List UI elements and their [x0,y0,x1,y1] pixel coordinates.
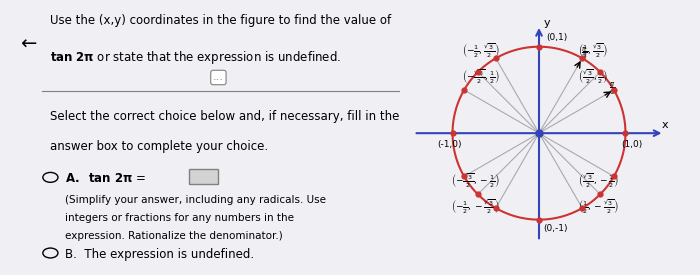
Text: $\mathbf{tan}$ $\mathbf{2\pi}$ or state that the expression is undefined.: $\mathbf{tan}$ $\mathbf{2\pi}$ or state … [50,50,342,67]
FancyBboxPatch shape [189,169,218,184]
Text: $\frac{\pi}{3}$: $\frac{\pi}{3}$ [581,45,587,62]
Text: answer box to complete your choice.: answer box to complete your choice. [50,140,269,153]
Text: expression. Rationalize the denominator.): expression. Rationalize the denominator.… [65,231,283,241]
Text: $\left(\frac{1}{2},-\frac{\sqrt{3}}{2}\right)$: $\left(\frac{1}{2},-\frac{\sqrt{3}}{2}\r… [578,197,619,216]
Text: (1,0): (1,0) [621,140,643,149]
Text: $\left(-\frac{\sqrt{3}}{2},\frac{1}{2}\right)$: $\left(-\frac{\sqrt{3}}{2},\frac{1}{2}\r… [463,68,500,86]
Text: $\left(\frac{1}{2},\frac{\sqrt{3}}{2}\right)$: $\left(\frac{1}{2},\frac{\sqrt{3}}{2}\ri… [578,42,608,60]
Text: $\left(\frac{\sqrt{3}}{2},-\frac{1}{2}\right)$: $\left(\frac{\sqrt{3}}{2},-\frac{1}{2}\r… [578,172,619,190]
Text: (0,-1): (0,-1) [543,224,568,233]
Text: integers or fractions for any numbers in the: integers or fractions for any numbers in… [65,213,294,223]
Text: ...: ... [213,73,224,82]
Text: $\left(-\frac{1}{2},-\frac{\sqrt{3}}{2}\right)$: $\left(-\frac{1}{2},-\frac{\sqrt{3}}{2}\… [452,197,500,216]
Text: $\mathbf{A.}$  $\mathbf{tan\ 2\pi}$ =: $\mathbf{A.}$ $\mathbf{tan\ 2\pi}$ = [65,172,146,185]
Text: $\frac{\pi}{6}$: $\frac{\pi}{6}$ [609,80,616,97]
Text: (-1,0): (-1,0) [437,140,461,149]
Text: Use the (x,y) coordinates in the figure to find the value of: Use the (x,y) coordinates in the figure … [50,14,391,27]
Text: y: y [543,18,550,28]
Text: x: x [662,120,668,130]
Text: (0,1): (0,1) [546,33,567,42]
Text: $\left(\frac{\sqrt{3}}{2},\frac{1}{2}\right)$: $\left(\frac{\sqrt{3}}{2},\frac{1}{2}\ri… [578,68,608,86]
Text: $\left(-\frac{1}{2},\frac{\sqrt{3}}{2}\right)$: $\left(-\frac{1}{2},\frac{\sqrt{3}}{2}\r… [463,42,500,60]
Text: $\leftarrow$: $\leftarrow$ [17,33,38,52]
Text: Select the correct choice below and, if necessary, fill in the: Select the correct choice below and, if … [50,110,400,123]
Text: (Simplify your answer, including any radicals. Use: (Simplify your answer, including any rad… [65,195,326,205]
Text: $\left(-\frac{\sqrt{3}}{2},-\frac{1}{2}\right)$: $\left(-\frac{\sqrt{3}}{2},-\frac{1}{2}\… [452,172,500,190]
Text: B.  The expression is undefined.: B. The expression is undefined. [65,248,254,261]
